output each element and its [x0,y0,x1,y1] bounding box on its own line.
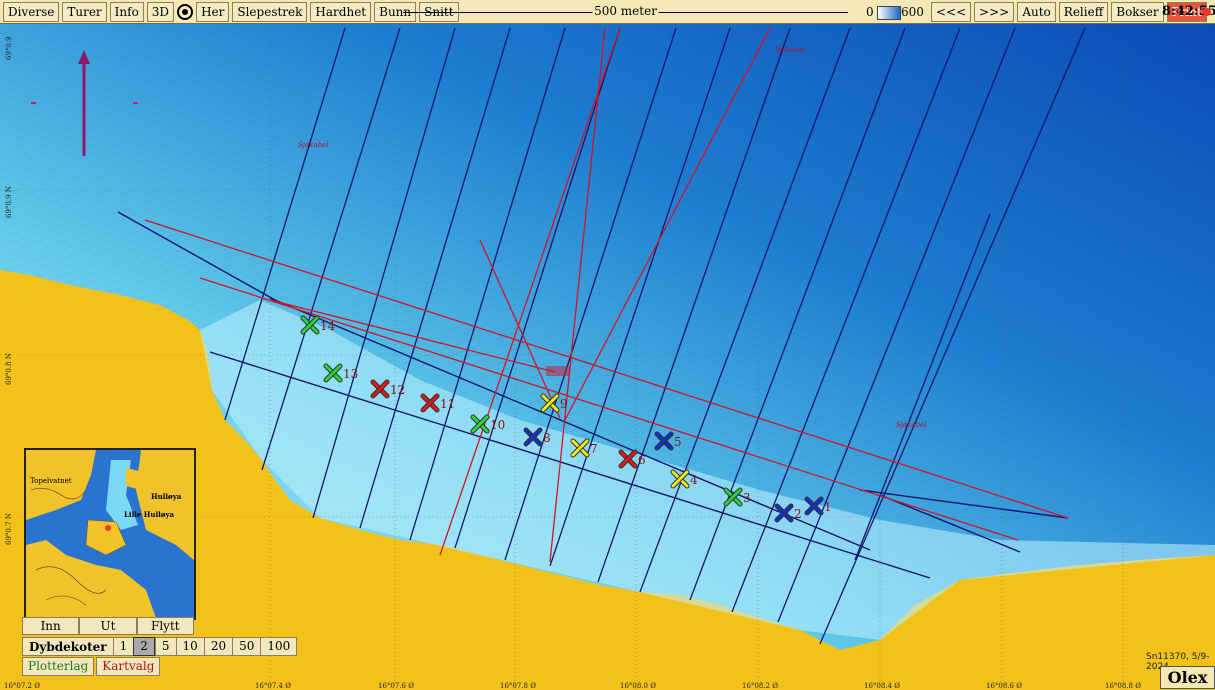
scale-bar: 500 meter [403,4,848,19]
north-arrow-icon [78,50,90,156]
plotterlag-button[interactable]: Plotterlag [22,657,95,676]
place-label-sjokabel-1: Sjøkabel [298,141,328,149]
minimap-controls: Inn Ut Flytt [22,617,194,635]
clock: 8:42:55 [1162,4,1215,19]
her-button[interactable]: Her [196,1,230,22]
snitt-button[interactable]: Snitt [419,1,459,22]
lon-label-7: 16°08.4 Ø [864,682,900,690]
marker-4[interactable]: 4 [670,469,698,489]
marker-label-2: 2 [794,507,802,521]
vessel-position-marker [546,366,570,376]
contour-option-2[interactable]: 2 [133,637,155,656]
marker-label-13: 13 [343,367,358,381]
hardhet-button[interactable]: Hardhet [310,1,372,22]
slepestrek-button[interactable]: Slepestrek [232,1,308,22]
forward-button[interactable]: >>> [974,2,1015,22]
lon-label-8: 16°08.6 Ø [986,682,1022,690]
lat-label-2: 69°0.9 N [5,186,13,218]
marker-2[interactable]: 2 [774,503,802,523]
marker-13[interactable]: 13 [323,363,358,383]
bunn-button[interactable]: Bunn [374,1,417,22]
move-button[interactable]: Flytt [136,617,194,635]
marker-label-3: 3 [743,491,751,505]
minimap-label-topelvatnet: Topelvatnet [30,477,72,485]
marker-label-14: 14 [320,319,336,333]
contour-option-5[interactable]: 5 [154,638,176,655]
place-label-sjokabel-3: Sjøkabel [896,421,926,429]
lat-label-4: 69°0.7 N [5,513,13,545]
marker-label-6: 6 [638,453,646,467]
back-button[interactable]: <<< [931,2,972,22]
marker-7[interactable]: 7 [570,438,598,458]
marker-8[interactable]: 8 [523,427,551,447]
marker-6[interactable]: 6 [618,449,646,469]
lon-label-3: 16°07.6 Ø [378,682,414,690]
place-label-sjokabel-2: Sjøkabel [775,46,805,54]
record-icon[interactable] [1203,8,1211,16]
serial-stamp: Sn11370, 5/9-2024 [1146,652,1210,672]
minimap-label-hulloya: Hulløya [151,492,182,501]
target-icon[interactable] [177,3,194,20]
marker-14[interactable]: 14 [300,315,336,335]
lon-label-9: 16°08.8 Ø [1105,682,1141,690]
turer-button[interactable]: Turer [62,1,107,22]
depth-color-scale[interactable]: 0 600 [866,3,926,21]
shallow-shelf [200,300,1215,640]
bokser-button[interactable]: Bokser [1111,2,1164,22]
marker-12[interactable]: 12 [370,379,405,399]
auto-button[interactable]: Auto [1017,2,1056,22]
depth-min: 0 [866,5,874,19]
marker-label-11: 11 [440,397,455,411]
contour-option-50[interactable]: 50 [232,638,260,655]
scale-label: 500 meter [592,4,659,18]
toolbar: Diverse Turer Info 3D Her Slepestrek Har… [0,0,1215,24]
lon-label-6: 16°08.2 Ø [742,682,778,690]
lat-label-3: 69°0.8 N [5,353,13,385]
grid [0,24,1215,689]
contour-option-20[interactable]: 20 [203,638,232,655]
chart-map[interactable]: Sjøkabel Sjøkabel Sjøkabel 69°0.9 69°0.9… [0,24,1215,689]
overview-minimap[interactable]: Topelvatnet Hulløya Lille Hulløya [24,448,196,620]
kartvalg-button[interactable]: Kartvalg [96,657,161,676]
print-button[interactable]: Print [1166,2,1207,22]
marker-9[interactable]: 9 [540,393,568,413]
marker-label-9: 9 [560,397,568,411]
marker-1[interactable]: 1 [804,496,832,516]
lon-label-5: 16°08.0 Ø [620,682,656,690]
layer-buttons: Plotterlag Kartvalg [22,657,162,676]
depth-max: 600 [901,5,924,19]
marker-label-8: 8 [543,431,551,445]
diverse-button[interactable]: Diverse [3,1,60,22]
zoom-out-button[interactable]: Ut [79,617,137,635]
marker-label-12: 12 [390,383,405,397]
contour-option-100[interactable]: 100 [260,638,296,655]
survey-lines [117,211,1069,579]
track-lines [224,27,1086,645]
olex-logo[interactable]: Olex [1160,666,1215,689]
relieff-button[interactable]: Relieff [1058,2,1109,22]
lon-label-2: 16°07.4 Ø [255,682,291,690]
marker-11[interactable]: 11 [420,393,455,413]
minimap-label-lille-hulloya: Lille Hulløya [124,510,175,519]
depth-contour-selector: Dybdekoter 1 2 5 10 20 50 100 [22,637,298,656]
contour-option-1[interactable]: 1 [112,638,134,655]
marker-3[interactable]: 3 [723,487,751,507]
marker-label-10: 10 [490,418,505,432]
marker-label-1: 1 [824,500,832,514]
contour-option-10[interactable]: 10 [175,638,204,655]
lat-label-1: 69°0.9 [5,36,13,60]
info-button[interactable]: Info [109,1,144,22]
marker-label-5: 5 [674,435,682,449]
3d-button[interactable]: 3D [146,1,175,22]
lon-label-1: 16°07.2 Ø [4,682,40,690]
zoom-in-button[interactable]: Inn [22,617,80,635]
marker-5[interactable]: 5 [654,431,682,451]
lon-label-4: 16°07.8 Ø [500,682,536,690]
marker-label-4: 4 [690,473,698,487]
marker-label-7: 7 [590,442,598,456]
marker-10[interactable]: 10 [470,414,505,434]
route-lines [144,27,1069,563]
dybdekoter-label: Dybdekoter [29,639,107,654]
